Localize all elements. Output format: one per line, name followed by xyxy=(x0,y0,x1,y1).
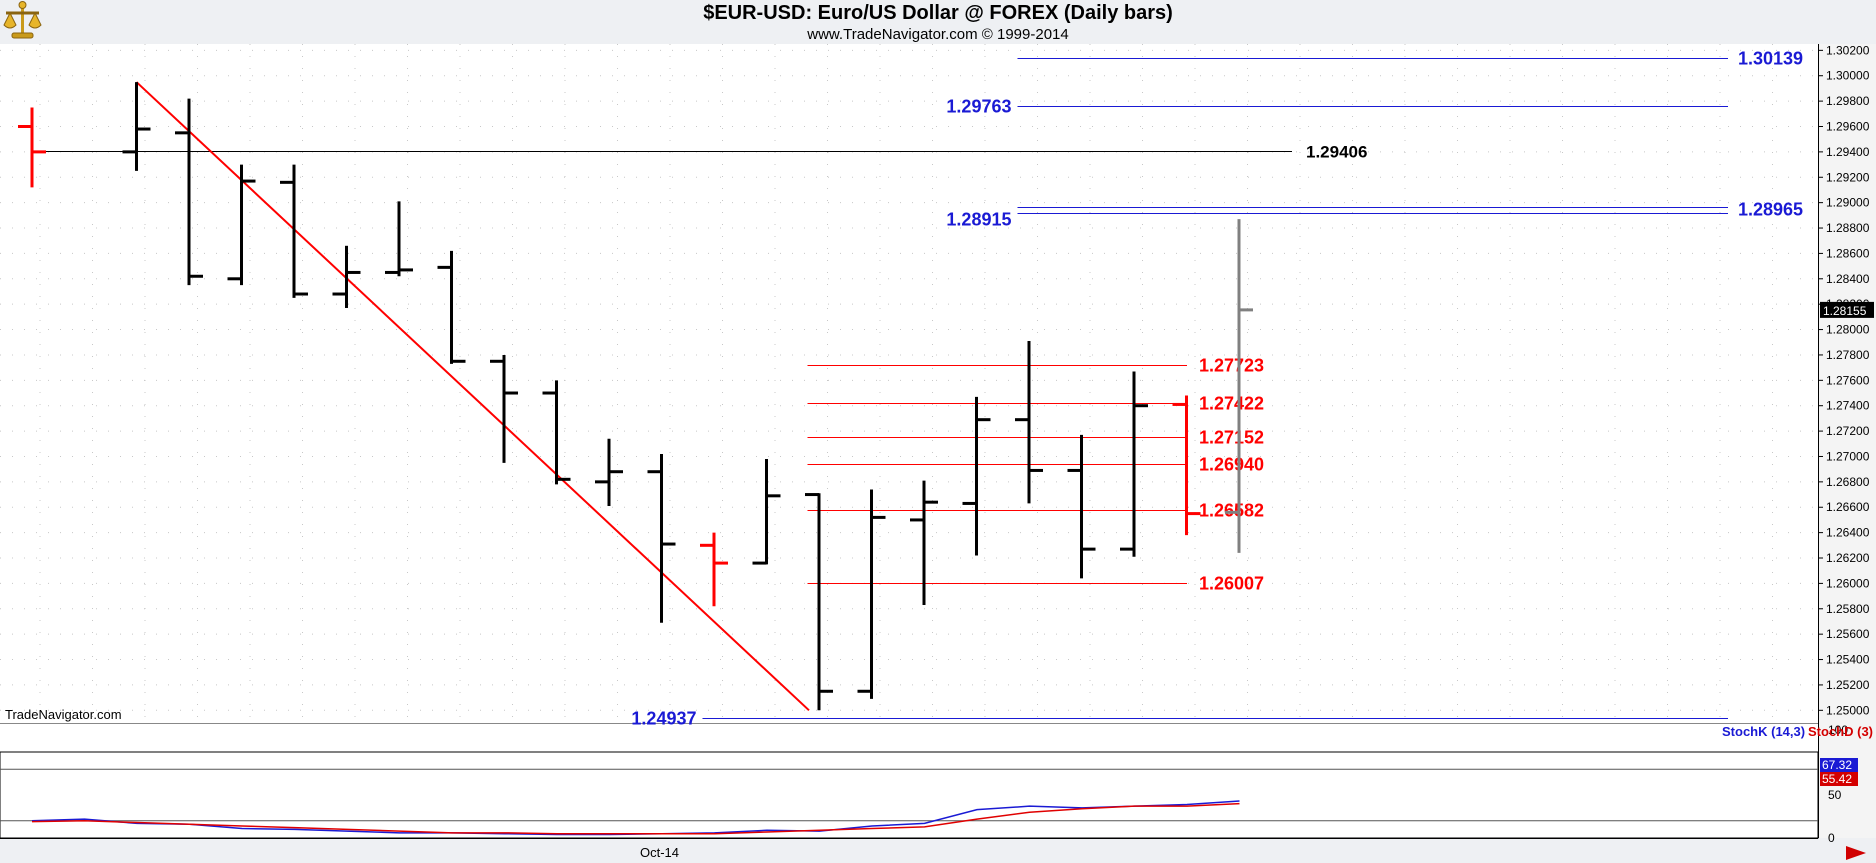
ohlc-bar xyxy=(1172,395,1201,536)
level-label: 1.26007 xyxy=(1199,574,1264,594)
ohlc-bar xyxy=(857,489,886,699)
legend-strip xyxy=(0,724,1818,752)
ohlc-bar xyxy=(385,201,413,277)
ohlc-bar xyxy=(332,245,361,308)
price-tick-label: 1.27400 xyxy=(1826,399,1870,413)
price-tick-label: 1.26400 xyxy=(1826,526,1870,540)
price-tick-label: 1.30200 xyxy=(1826,43,1870,57)
level-label: 1.28915 xyxy=(946,210,1011,230)
price-tick-label: 1.25600 xyxy=(1826,627,1870,641)
price-tick-label: 1.26200 xyxy=(1826,551,1870,565)
ohlc-bar xyxy=(700,532,728,607)
stochd-value-box xyxy=(1820,772,1858,786)
price-tick-label: 1.27200 xyxy=(1826,424,1870,438)
level-label: 1.29763 xyxy=(946,97,1011,117)
level-label: 1.27152 xyxy=(1199,428,1264,448)
ohlc-bar xyxy=(1120,371,1148,557)
stochd-line xyxy=(31,802,1240,835)
stochd-value-label: 55.42 xyxy=(1822,772,1852,786)
level-label: 1.26582 xyxy=(1199,501,1264,521)
stochk-value-label: 67.32 xyxy=(1822,758,1852,772)
price-tick-label: 1.28000 xyxy=(1826,323,1870,337)
price-tick-label: 1.26600 xyxy=(1826,500,1870,514)
price-tick-label: 1.29400 xyxy=(1826,145,1870,159)
price-tick-label: 1.25000 xyxy=(1826,703,1870,717)
ohlc-bar xyxy=(595,438,623,506)
ohlc-bar xyxy=(280,164,308,298)
ohlc-bar xyxy=(910,480,938,605)
level-label: 1.24937 xyxy=(631,709,696,729)
osc-tick-label: 50 xyxy=(1828,788,1842,802)
price-tick-label: 1.27000 xyxy=(1826,449,1870,463)
level-label: 1.28965 xyxy=(1738,200,1803,220)
last-price-box xyxy=(1820,301,1874,318)
x-tick-label: Oct-14 xyxy=(640,845,680,860)
level-label: 1.29406 xyxy=(1306,143,1367,162)
price-tick-label: 1.27600 xyxy=(1826,373,1870,387)
ohlc-bar xyxy=(542,380,571,485)
ohlc-bar xyxy=(647,453,676,623)
level-label: 1.26940 xyxy=(1199,455,1264,475)
price-tick-label: 1.26000 xyxy=(1826,576,1870,590)
price-tick-label: 1.29200 xyxy=(1826,170,1870,184)
ohlc-bar xyxy=(1015,340,1043,504)
price-tick-label: 1.25400 xyxy=(1826,653,1870,667)
ohlc-bar xyxy=(1225,219,1253,553)
level-label: 1.27422 xyxy=(1199,394,1264,414)
ohlc-bar xyxy=(175,98,203,286)
ohlc-bar xyxy=(18,107,46,188)
last-price-label: 1.28155 xyxy=(1823,304,1867,318)
chart-subtitle: www.TradeNavigator.com © 1999-2014 xyxy=(807,26,1069,43)
price-tick-label: 1.29600 xyxy=(1826,119,1870,133)
ohlc-bar xyxy=(1067,434,1096,579)
price-tick-label: 1.29000 xyxy=(1826,196,1870,210)
ohlc-bar xyxy=(437,250,466,364)
ohlc-bar xyxy=(490,354,518,463)
stochk-value-box xyxy=(1820,758,1858,772)
level-label: 1.30139 xyxy=(1738,49,1803,69)
chart-title: $EUR-USD: Euro/US Dollar @ FOREX (Daily … xyxy=(703,2,1173,24)
price-tick-label: 1.26800 xyxy=(1826,475,1870,489)
trendline xyxy=(135,81,810,712)
red-arrow-right-icon[interactable] xyxy=(1846,846,1866,860)
level-label: 1.27723 xyxy=(1199,356,1264,376)
price-tick-label: 1.27800 xyxy=(1826,348,1870,362)
legend-stochd: StochD (3) xyxy=(1808,724,1873,739)
osc-tick-label: 0 xyxy=(1828,831,1835,845)
price-tick-label: 1.29800 xyxy=(1826,94,1870,108)
price-tick-label: 1.28600 xyxy=(1826,246,1870,260)
ohlc-bar xyxy=(122,82,151,171)
osc-tick-label: 100 xyxy=(1828,723,1848,737)
price-panel xyxy=(0,44,1818,724)
ohlc-bar xyxy=(962,396,991,556)
ohlc-bar xyxy=(752,459,781,565)
price-axis-background xyxy=(1818,44,1876,838)
price-tick-label: 1.25200 xyxy=(1826,678,1870,692)
price-tick-label: 1.28800 xyxy=(1826,221,1870,235)
watermark: TradeNavigator.com xyxy=(5,707,122,722)
price-tick-label: 1.30000 xyxy=(1826,69,1870,83)
price-tick-label: 1.28400 xyxy=(1826,272,1870,286)
ohlc-bar xyxy=(805,493,833,711)
price-tick-label: 1.25800 xyxy=(1826,602,1870,616)
scale-icon[interactable] xyxy=(2,1,44,41)
oscillator-panel xyxy=(0,751,1819,839)
legend-stochk: StochK (14,3) xyxy=(1722,724,1806,739)
ohlc-bar xyxy=(227,164,256,286)
